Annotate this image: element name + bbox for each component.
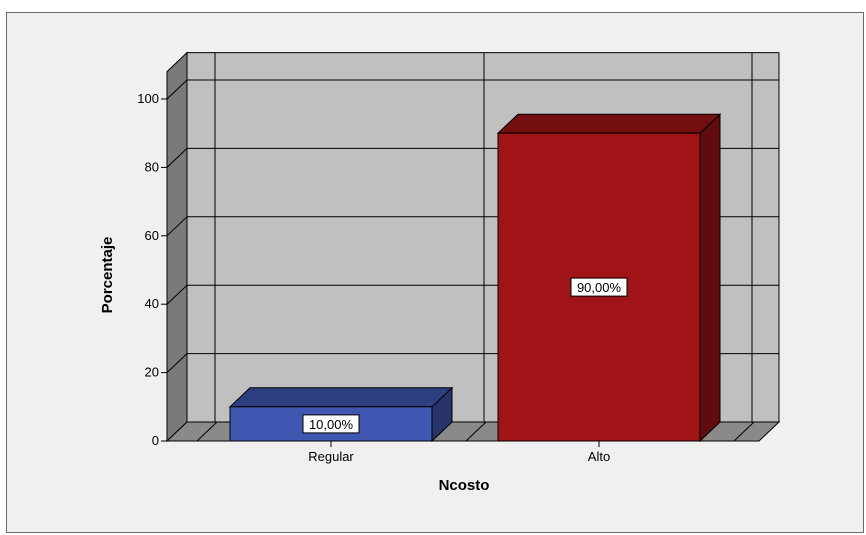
x-tick-label-1: Alto bbox=[588, 449, 610, 464]
bar-chart: 0 20 40 60 80 100 Regular 10,00% Alto 90,00% Por… bbox=[99, 51, 781, 494]
chart-labels: Regular 10,00% Alto 90,00% bbox=[302, 277, 628, 464]
x-tick-label-0: Regular bbox=[308, 449, 354, 464]
side-grid-line-80 bbox=[166, 148, 188, 168]
y-tick-label-100: 100 bbox=[137, 91, 159, 106]
y-tick-label-80: 80 bbox=[145, 159, 159, 174]
data-label-box-0 bbox=[302, 414, 360, 434]
y-tick-label-20: 20 bbox=[145, 365, 159, 380]
data-label-box-1 bbox=[570, 277, 628, 297]
y-axis-title: Porcentaje bbox=[99, 237, 116, 314]
y-axis: 0 20 40 60 80 100 bbox=[137, 71, 168, 448]
side-grid-line-100 bbox=[166, 79, 188, 100]
y-tick-label-40: 40 bbox=[145, 296, 159, 311]
bar-top-1 bbox=[496, 113, 722, 134]
bar-0 bbox=[229, 406, 433, 442]
floor-line-0 bbox=[196, 421, 218, 442]
bar-top-0 bbox=[228, 387, 454, 408]
side-grid-line-60 bbox=[166, 216, 188, 237]
chart-frame: 0 20 40 60 80 100 Regular 10,00% Alto 90,00% Por… bbox=[6, 12, 864, 533]
floor-line-1 bbox=[465, 421, 487, 442]
x-axis-title: Ncosto bbox=[439, 477, 490, 494]
bar-side-1 bbox=[699, 113, 721, 443]
y-tick-label-60: 60 bbox=[145, 228, 159, 243]
side-grid-line-20 bbox=[166, 353, 188, 373]
floor-line-2 bbox=[733, 421, 755, 442]
chart-bars bbox=[228, 113, 722, 443]
data-label-0: 10,00% bbox=[309, 417, 354, 432]
side-grid-line-40 bbox=[166, 284, 188, 305]
data-label-1: 90,00% bbox=[577, 280, 622, 295]
y-tick-label-0: 0 bbox=[152, 433, 159, 448]
side-wall bbox=[166, 51, 188, 443]
